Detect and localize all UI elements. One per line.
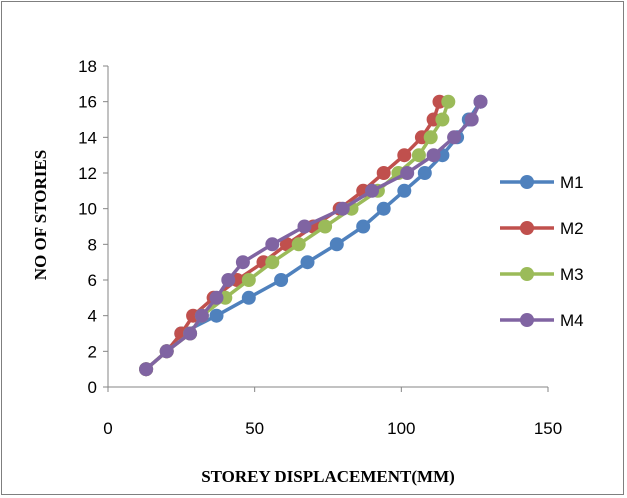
y-tick-label: 6 <box>88 271 97 290</box>
data-point <box>397 183 412 198</box>
data-point <box>221 273 236 287</box>
data-point <box>473 94 488 109</box>
data-point <box>329 237 344 252</box>
data-point <box>235 255 250 270</box>
data-point <box>194 308 209 323</box>
series-m4 <box>139 94 488 377</box>
data-point <box>241 290 256 305</box>
data-point <box>356 219 371 234</box>
data-point <box>265 237 280 252</box>
y-tick-label: 8 <box>88 235 97 254</box>
data-point <box>291 237 306 252</box>
data-point <box>417 166 432 180</box>
data-point <box>183 326 198 341</box>
legend-marker <box>520 267 534 281</box>
data-point <box>297 219 312 234</box>
data-point <box>376 166 391 180</box>
data-point <box>376 201 391 216</box>
legend-label: M1 <box>560 173 584 192</box>
legend-item-m4: M4 <box>500 311 584 330</box>
data-point <box>435 112 450 127</box>
y-tick-label: 2 <box>88 342 97 361</box>
data-point <box>209 290 224 305</box>
data-point <box>441 94 456 109</box>
x-tick-label: 100 <box>387 419 415 438</box>
y-tick-label: 14 <box>78 128 97 147</box>
data-point <box>365 183 379 198</box>
legend-label: M2 <box>560 219 584 238</box>
y-tick-label: 18 <box>78 57 97 76</box>
legend-marker <box>520 313 534 327</box>
legend: M1 M2 M3 M4 <box>500 173 584 330</box>
series-layer <box>139 94 488 377</box>
data-point <box>279 237 294 252</box>
x-tick-label: 0 <box>103 419 112 438</box>
legend-marker <box>520 221 534 235</box>
series-line <box>144 100 482 371</box>
data-point <box>464 112 479 127</box>
legend-label: M4 <box>560 311 584 330</box>
series-line <box>144 101 442 371</box>
data-point <box>423 130 438 145</box>
data-point <box>411 148 426 163</box>
x-tick-label: 50 <box>245 419 264 438</box>
data-point <box>241 273 256 287</box>
legend-item-m3: M3 <box>500 265 584 284</box>
legend-item-m2: M2 <box>500 219 584 238</box>
y-tick-label: 12 <box>78 164 97 183</box>
data-point <box>400 166 415 180</box>
data-point <box>447 130 462 145</box>
data-point <box>139 362 154 377</box>
y-tick-label: 4 <box>88 307 97 326</box>
y-tick-label: 16 <box>78 93 97 112</box>
y-axis-title: NO OF STORIES <box>31 150 50 280</box>
y-tick-label: 0 <box>88 378 97 397</box>
data-point <box>318 219 333 234</box>
series-line <box>144 100 483 371</box>
data-point <box>426 148 441 163</box>
x-tick-label: 150 <box>534 419 562 438</box>
data-point <box>159 344 174 359</box>
legend-marker <box>520 175 534 189</box>
data-point <box>397 148 412 163</box>
data-point <box>209 308 224 323</box>
axes: 0 2 4 6 8 10 12 14 16 18 0 50 100 150 <box>78 57 562 438</box>
y-tick-label: 10 <box>78 200 97 219</box>
x-axis-title: STOREY DISPLACEMENT(MM) <box>201 467 455 486</box>
legend-label: M3 <box>560 265 584 284</box>
legend-item-m1: M1 <box>500 173 584 192</box>
data-point <box>265 255 280 270</box>
data-point <box>335 201 350 216</box>
data-point <box>300 255 315 270</box>
data-point <box>274 273 289 287</box>
